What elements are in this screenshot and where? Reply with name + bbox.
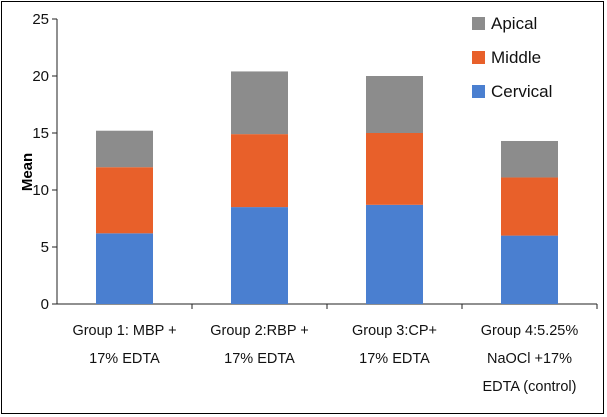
x-category-label: 17% EDTA [359, 351, 430, 367]
legend-swatch-cervical [472, 85, 485, 98]
legend-swatch-apical [472, 17, 485, 30]
y-tick-label: 20 [32, 68, 49, 85]
bar-segment-apical [366, 76, 423, 133]
bar-segment-cervical [501, 235, 558, 304]
legend-swatch-middle [472, 51, 485, 64]
bar-segment-middle [501, 177, 558, 236]
y-tick-label: 15 [32, 125, 49, 142]
x-category-label: Group 2:RBP + [210, 323, 308, 339]
bar-segment-apical [501, 140, 558, 178]
bar-segment-middle [231, 134, 288, 208]
bar-segment-cervical [96, 233, 153, 304]
bar-segment-cervical [231, 207, 288, 304]
legend-label-apical: Apical [491, 14, 537, 33]
bar-segment-middle [366, 133, 423, 205]
x-category-label: 17% EDTA [224, 351, 295, 367]
bar-segment-middle [96, 167, 153, 234]
x-category-label: EDTA (control) [482, 379, 576, 395]
x-category-label: Group 1: MBP + [72, 323, 176, 339]
y-tick-label: 10 [32, 182, 49, 199]
x-category-label: Group 4:5.25% [481, 323, 579, 339]
y-axis-label: Mean [19, 153, 36, 191]
x-category-label: NaOCl +17% [487, 351, 572, 367]
bar-segment-apical [231, 71, 288, 135]
x-category-label: 17% EDTA [89, 351, 160, 367]
bar-segment-cervical [366, 204, 423, 304]
bar-segment-apical [96, 130, 153, 168]
y-tick-label: 0 [41, 296, 49, 313]
legend-label-middle: Middle [491, 48, 541, 67]
y-tick-label: 25 [32, 11, 49, 28]
y-tick-label: 5 [41, 239, 49, 256]
legend-label-cervical: Cervical [491, 82, 552, 101]
x-category-label: Group 3:CP+ [352, 323, 437, 339]
